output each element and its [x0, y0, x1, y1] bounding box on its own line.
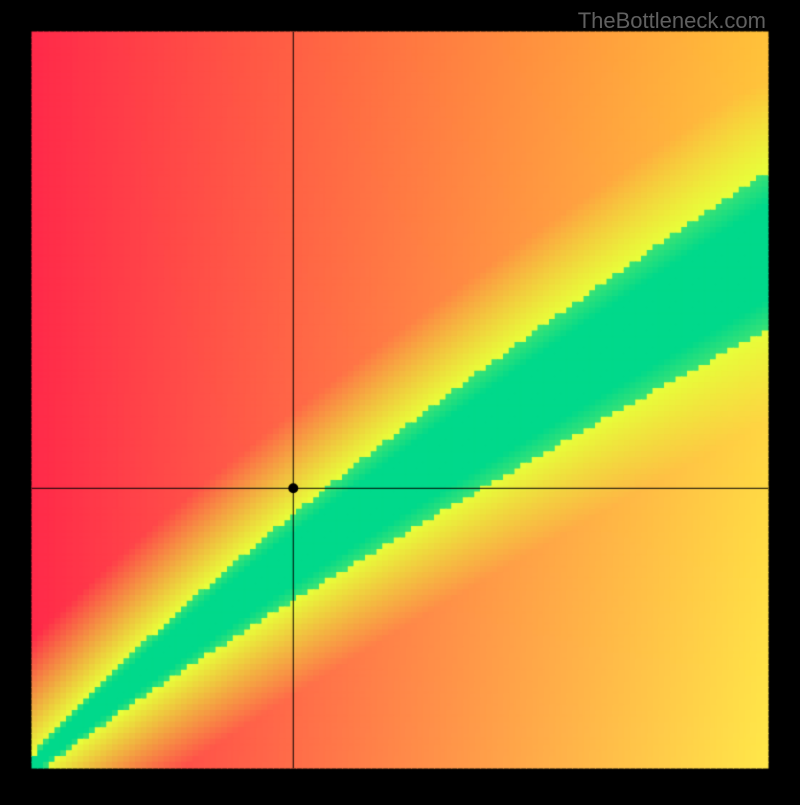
- heatmap-chart: [0, 0, 800, 805]
- watermark-text: TheBottleneck.com: [578, 8, 766, 34]
- heatmap-canvas: [0, 0, 800, 800]
